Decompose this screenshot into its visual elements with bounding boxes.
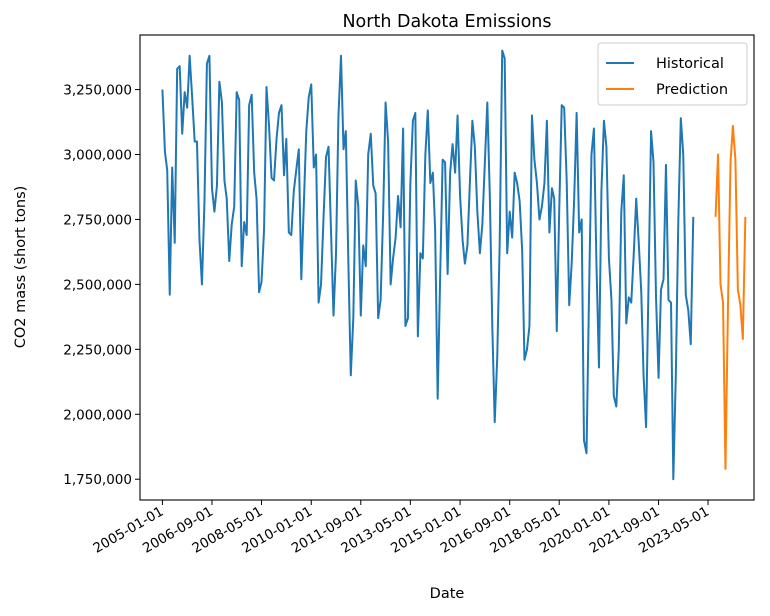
y-tick-label: 2,000,000: [63, 407, 132, 423]
x-axis-label: Date: [430, 586, 465, 602]
y-tick-label: 2,250,000: [63, 342, 132, 358]
series-line-prediction: [714, 124, 747, 470]
chart-title: North Dakota Emissions: [342, 12, 551, 32]
legend-label-prediction: Prediction: [656, 82, 728, 98]
y-tick-label: 1,750,000: [63, 472, 132, 488]
y-tick-label: 2,500,000: [63, 277, 132, 293]
y-tick-label: 2,750,000: [63, 212, 132, 228]
y-axis: 1,750,000 2,000,000 2,250,000 2,500,000 2,75…: [63, 83, 140, 488]
series-layer: [161, 49, 747, 481]
plot-frame: [139, 34, 755, 501]
y-tick-label: 3,250,000: [63, 83, 132, 99]
legend-box: [597, 42, 748, 106]
legend-label-historical: Historical: [656, 56, 724, 72]
y-axis-label: CO2 mass (short tons): [13, 186, 29, 349]
series-line-historical: [161, 49, 695, 481]
y-tick-label: 3,000,000: [63, 147, 132, 163]
legend: Historical Prediction: [597, 42, 748, 106]
